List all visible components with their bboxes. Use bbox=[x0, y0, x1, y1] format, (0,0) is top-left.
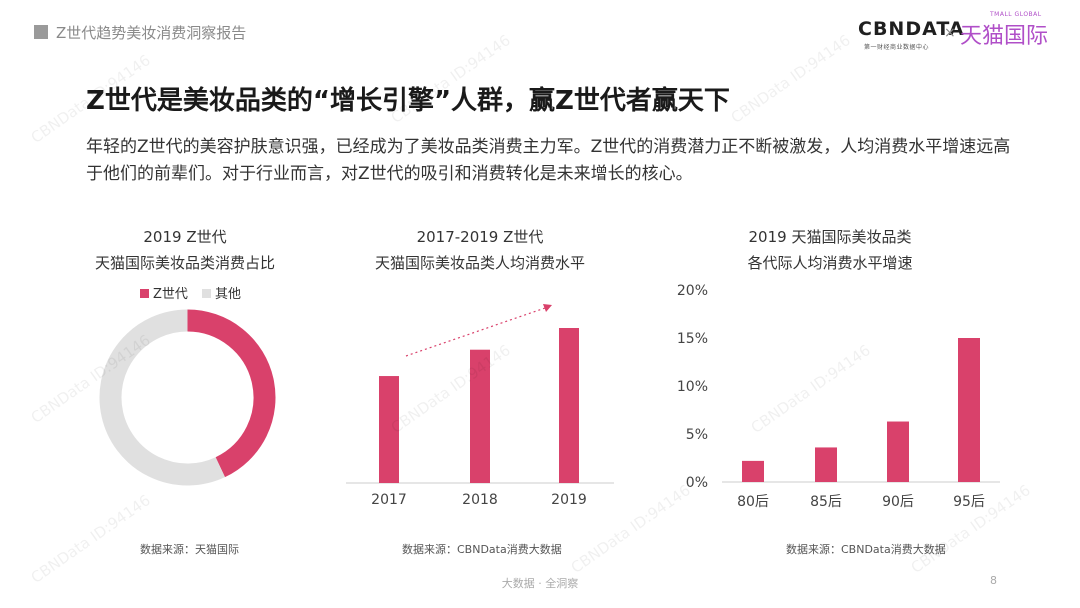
watermark: CBNData ID:94146 bbox=[27, 491, 154, 587]
x-tick-label: 85后 bbox=[810, 494, 842, 510]
x-tick-label: 80后 bbox=[737, 494, 769, 510]
bar-chart-growth-rate: 0% 5% 10% 15% 20% 80后 85后 90后 95后 bbox=[677, 283, 1000, 510]
page-number: 8 bbox=[990, 574, 997, 587]
bar-2019 bbox=[559, 328, 579, 483]
chart1-title-line2: 天猫国际美妆品类消费占比 bbox=[94, 254, 275, 272]
x-tick-label: 2018 bbox=[462, 492, 498, 508]
cbndata-logo-subtitle: 第一财经商业数据中心 bbox=[864, 44, 930, 51]
trend-arrow-head bbox=[543, 304, 552, 312]
chart2-title-line2: 天猫国际美妆品类人均消费水平 bbox=[374, 254, 585, 272]
bar-chart-per-capita: 2017 2018 2019 bbox=[346, 304, 614, 508]
bar-85后 bbox=[815, 447, 837, 482]
footer-slogan: 大数据 · 全洞察 bbox=[501, 577, 579, 590]
legend-label-other: 其他 bbox=[215, 287, 242, 302]
bar-2018 bbox=[470, 349, 490, 483]
chart1-title-line1: 2019 Z世代 bbox=[143, 228, 227, 246]
tmall-global-logo: 天猫国际 bbox=[960, 24, 1049, 49]
cbndata-logo: CBNDATA bbox=[858, 18, 965, 40]
chart2-source: 数据来源：CBNData消费大数据 bbox=[402, 543, 562, 556]
chart2-title: 2017-2019 Z世代 天猫国际美妆品类人均消费水平 bbox=[340, 224, 620, 276]
logo-separator: × bbox=[944, 25, 956, 41]
legend-label-zgen: Z世代 bbox=[153, 287, 188, 302]
x-tick-label: 90后 bbox=[882, 494, 914, 510]
x-tick-label: 95后 bbox=[953, 494, 985, 510]
legend-item-zgen: Z世代 bbox=[140, 287, 188, 302]
legend-swatch-other bbox=[202, 289, 212, 298]
chart3-title-line1: 2019 天猫国际美妆品类 bbox=[748, 228, 912, 246]
watermark: CBNData ID:94146 bbox=[727, 31, 854, 127]
donut-slice-zgen bbox=[187, 309, 276, 478]
donut-slice-other bbox=[99, 309, 225, 486]
y-tick-label: 0% bbox=[686, 475, 708, 491]
chart1-title: 2019 Z世代 天猫国际美妆品类消费占比 bbox=[60, 224, 310, 276]
trend-arrow-line bbox=[405, 307, 546, 357]
page-title: Z世代是美妆品类的“增长引擎”人群，赢Z世代者赢天下 bbox=[86, 86, 730, 116]
y-tick-label: 15% bbox=[677, 331, 708, 347]
report-title: Z世代趋势美妆消费洞察报告 bbox=[56, 24, 247, 42]
chart3-title: 2019 天猫国际美妆品类 各代际人均消费水平增速 bbox=[700, 224, 960, 276]
chart1-legend: Z世代 其他 bbox=[140, 283, 251, 302]
chart3-source: 数据来源：CBNData消费大数据 bbox=[786, 543, 946, 556]
legend-swatch-zgen bbox=[140, 289, 149, 298]
bar-80后 bbox=[742, 460, 764, 482]
bar-95后 bbox=[958, 338, 980, 482]
bar-2017 bbox=[379, 376, 399, 483]
y-tick-label: 20% bbox=[677, 283, 708, 299]
x-tick-label: 2019 bbox=[551, 492, 587, 508]
y-tick-label: 5% bbox=[686, 427, 708, 443]
chart3-title-line2: 各代际人均消费水平增速 bbox=[747, 254, 913, 272]
bar-90后 bbox=[887, 421, 909, 482]
chart1-source: 数据来源：天猫国际 bbox=[140, 543, 239, 556]
legend-item-other: 其他 bbox=[202, 287, 241, 302]
chart2-title-line1: 2017-2019 Z世代 bbox=[416, 228, 544, 246]
header-square-icon bbox=[34, 25, 48, 39]
y-tick-label: 10% bbox=[677, 379, 708, 395]
tmall-logo-subtitle: TMALL GLOBAL bbox=[990, 11, 1042, 18]
donut-chart bbox=[99, 309, 276, 486]
intro-paragraph: 年轻的Z世代的美容护肤意识强，已经成为了美妆品类消费主力军。Z世代的消费潜力正不… bbox=[86, 137, 1011, 184]
x-tick-label: 2017 bbox=[371, 492, 407, 508]
